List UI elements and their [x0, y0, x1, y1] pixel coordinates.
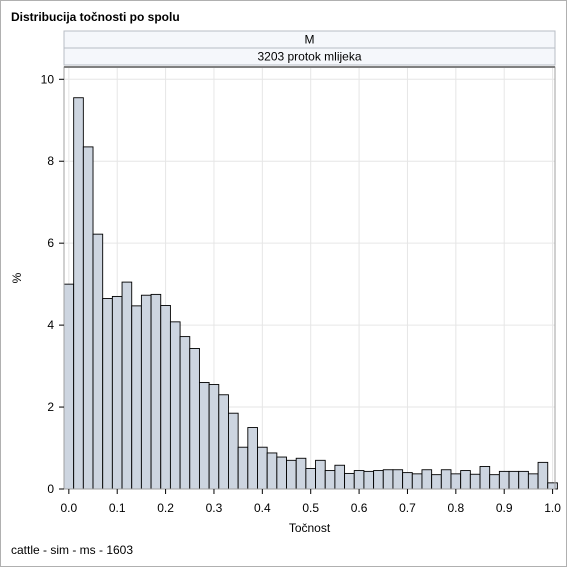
histogram-bar — [179, 336, 191, 490]
x-tick-label: 0.0 — [60, 501, 77, 515]
histogram-bar — [140, 294, 152, 490]
histogram-bar — [460, 470, 471, 490]
histogram-bar — [102, 298, 113, 490]
histogram-bar — [489, 474, 500, 490]
histogram-bar — [382, 469, 394, 490]
histogram-bar — [421, 469, 433, 490]
histogram-bar — [334, 464, 346, 490]
histogram-bar — [373, 470, 384, 490]
x-tick-label: 0.4 — [254, 501, 271, 515]
histogram-bar — [257, 446, 268, 490]
histogram-bar — [450, 473, 462, 490]
histogram-bar — [344, 472, 355, 490]
x-tick-label: 0.8 — [447, 501, 464, 515]
x-tick-label: 0.9 — [496, 501, 513, 515]
histogram-bar — [189, 348, 200, 490]
x-tick-label: 0.2 — [157, 501, 174, 515]
histogram-bar — [518, 470, 529, 490]
histogram-bar — [218, 394, 229, 490]
histogram-bar — [324, 470, 336, 490]
y-tick-label: 10 — [41, 72, 55, 86]
histogram-bar — [286, 459, 297, 490]
histogram-bar — [305, 468, 316, 490]
histogram-bar — [537, 461, 549, 490]
x-axis-title: Točnost — [289, 521, 331, 535]
y-tick-label: 0 — [47, 482, 54, 496]
x-tick-label: 0.7 — [399, 501, 416, 515]
panel-strip-label-2: 3203 protok mlijeka — [257, 50, 361, 64]
histogram-bar — [469, 473, 481, 490]
histogram-bar — [208, 384, 220, 490]
histogram-bar — [150, 293, 162, 490]
histogram-bar — [411, 473, 423, 490]
histogram-bar — [111, 295, 123, 490]
x-tick-label: 0.5 — [302, 501, 319, 515]
y-tick-label: 8 — [47, 154, 54, 168]
histogram-bar — [440, 469, 452, 490]
histogram-bar — [92, 233, 104, 490]
histogram-bar — [508, 470, 520, 490]
footnote: cattle - sim - ms - 1603 — [11, 543, 134, 557]
x-tick-label: 0.6 — [351, 501, 368, 515]
histogram-bar — [131, 305, 142, 490]
histogram-bar — [63, 283, 75, 490]
histogram-bar — [247, 427, 258, 490]
histogram-bar — [228, 412, 239, 490]
histogram-bar — [160, 305, 171, 490]
y-tick-label: 6 — [47, 236, 54, 250]
histogram-bar — [82, 146, 94, 490]
x-tick-label: 1.0 — [544, 501, 561, 515]
histogram-bar — [402, 472, 413, 490]
histogram-bar — [363, 470, 375, 490]
histogram-bar — [295, 457, 307, 490]
histogram-bar — [431, 474, 442, 490]
histogram-bar — [527, 473, 539, 490]
y-tick-label: 4 — [47, 318, 54, 332]
x-tick-label: 0.1 — [109, 501, 126, 515]
histogram-bar — [169, 321, 181, 490]
histogram-bar — [237, 446, 249, 490]
histogram-bar — [266, 452, 278, 490]
y-tick-label: 2 — [47, 400, 54, 414]
chart-title: Distribucija točnosti po spolu — [11, 10, 180, 24]
histogram-bar — [479, 466, 491, 490]
histogram-bar — [121, 281, 133, 490]
histogram-bar — [198, 382, 210, 490]
histogram-bar — [315, 459, 326, 490]
histogram-bar — [498, 470, 510, 490]
y-axis-title: % — [10, 272, 24, 283]
panel-strip-label-1: M — [305, 33, 315, 47]
x-tick-label: 0.3 — [206, 501, 223, 515]
histogram-bar — [392, 469, 404, 490]
histogram-bar — [276, 456, 287, 490]
panel-strip-2 — [63, 47, 556, 66]
histogram-bar — [353, 470, 365, 490]
histogram-bar — [73, 97, 84, 490]
histogram-bar — [547, 482, 558, 490]
